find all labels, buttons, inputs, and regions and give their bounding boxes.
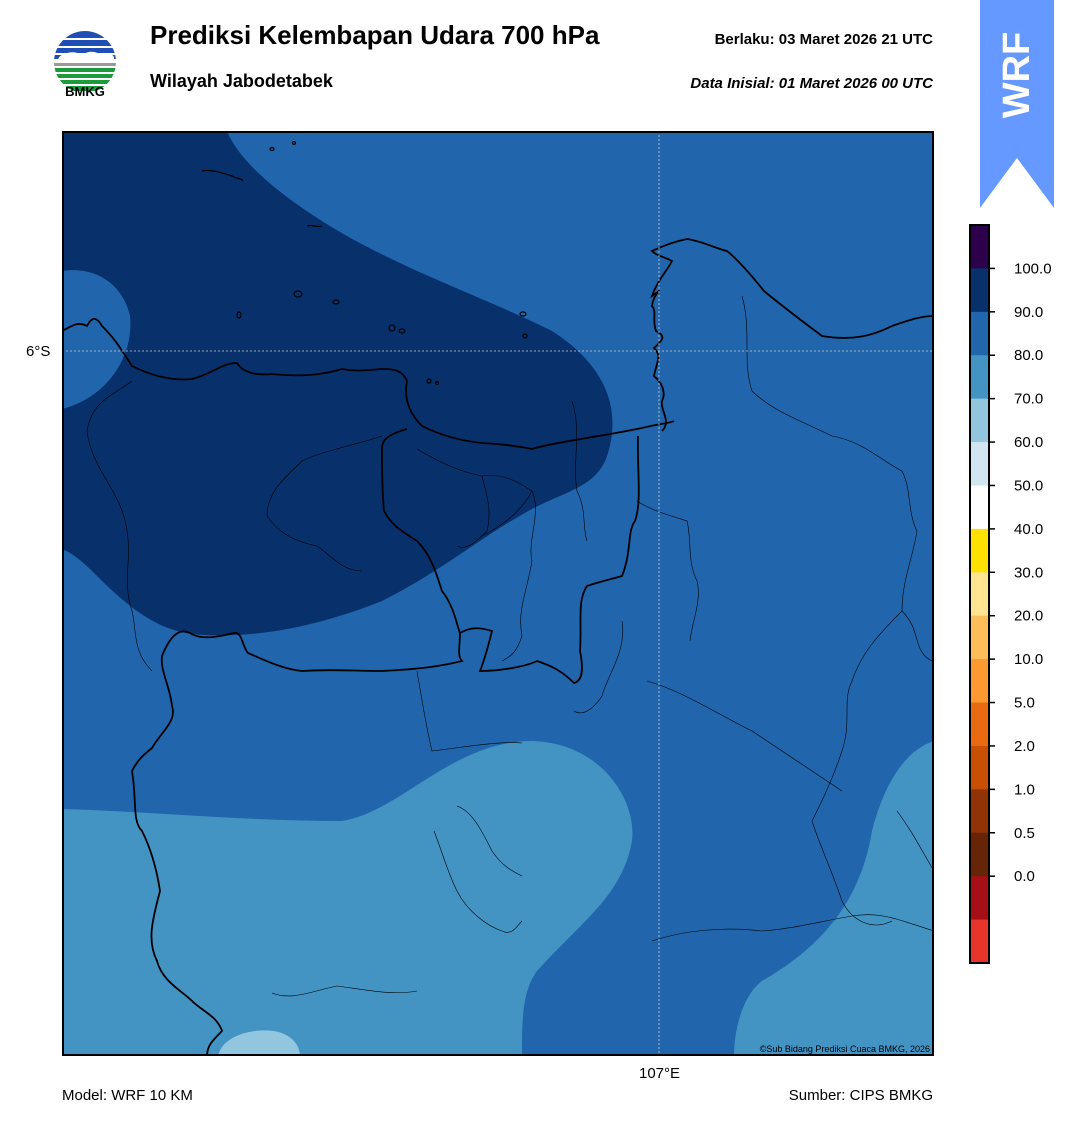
colorbar-tick-label: 70.0 <box>1014 391 1043 408</box>
colorbar-tick-label: 0.5 <box>1014 825 1035 842</box>
region-subtitle: Wilayah Jabodetabek <box>150 71 333 91</box>
colorbar-segment <box>970 355 989 400</box>
colorbar-tick-label: 5.0 <box>1014 695 1035 712</box>
colorbar-segment <box>970 268 989 313</box>
humidity-map: ©Sub Bidang Prediksi Cuaca BMKG, 2026 <box>62 131 934 1056</box>
bmkg-logo-icon <box>54 31 116 93</box>
humidity-zone-90-100 <box>62 131 613 636</box>
badge-shape <box>980 0 1054 208</box>
colorbar-segment <box>970 572 989 617</box>
valid-time: Berlaku: 03 Maret 2026 21 UTC <box>714 31 933 48</box>
colorbar-tick-label: 80.0 <box>1014 347 1043 364</box>
humidity-zone-70-80-right <box>734 741 934 1056</box>
colorbar-tick-label: 100.0 <box>1014 260 1052 277</box>
colorbar-tick-label: 40.0 <box>1014 521 1043 538</box>
colorbar-segment <box>970 876 989 921</box>
logo-text: BMKG <box>65 84 105 99</box>
latitude-label: 6°S <box>26 343 51 360</box>
colorbar-segment <box>970 702 989 747</box>
colorbar-tick-label: 0.0 <box>1014 868 1035 885</box>
colorbar-segment <box>970 442 989 486</box>
badge-text: WRF <box>996 32 1038 119</box>
longitude-label: 107°E <box>639 1065 681 1082</box>
copyright-text: ©Sub Bidang Prediksi Cuaca BMKG, 2026 <box>760 1044 930 1054</box>
source-label: Sumber: CIPS BMKG <box>788 1087 933 1104</box>
colorbar-segment <box>970 615 989 660</box>
colorbar-labels: 100.0 90.0 80.0 70.0 60.0 50.0 40.0 30.0 20.0 10.… <box>989 260 1052 885</box>
thousand-islands <box>201 140 528 386</box>
humidity-zone-70-80 <box>62 741 633 1056</box>
colorbar-segment <box>970 832 989 877</box>
district-boundaries <box>86 295 934 997</box>
colorbar-tick-label: 30.0 <box>1014 564 1043 581</box>
colorbar-tick-label: 60.0 <box>1014 434 1043 451</box>
colorbar: 100.0 90.0 80.0 70.0 60.0 50.0 40.0 30.0 20.0 10.… <box>969 224 1052 964</box>
colorbar-segment <box>970 659 989 704</box>
colorbar-segment <box>970 311 989 356</box>
colorbar-tick-label: 2.0 <box>1014 738 1035 755</box>
colorbar-tick-label: 50.0 <box>1014 477 1043 494</box>
model-label: Model: WRF 10 KM <box>62 1087 193 1104</box>
colorbar-tick-label: 1.0 <box>1014 781 1035 798</box>
colorbar-segment <box>970 789 989 834</box>
colorbar-tick-label: 10.0 <box>1014 651 1043 668</box>
page-title: Prediksi Kelembapan Udara 700 hPa <box>150 20 600 50</box>
wrf-badge: WRF <box>980 0 1054 208</box>
colorbar-tick-label: 20.0 <box>1014 608 1043 625</box>
gridlines <box>62 131 934 1056</box>
province-boundaries <box>62 238 934 1056</box>
colorbar-segment <box>970 398 989 443</box>
colorbar-segment <box>970 745 989 790</box>
colorbar-segment <box>970 225 989 269</box>
colorbar-tick-label: 90.0 <box>1014 304 1043 321</box>
colorbar-frame <box>969 224 990 964</box>
colorbar-segment <box>970 485 989 530</box>
colorbar-segments <box>970 225 989 964</box>
initial-time: Data Inisial: 01 Maret 2026 00 UTC <box>690 75 933 92</box>
humidity-zone-60-70 <box>218 1030 300 1056</box>
colorbar-segment <box>970 528 989 573</box>
humidity-zone-80-90-patch <box>62 270 131 409</box>
map-frame <box>62 131 934 1056</box>
colorbar-segment <box>970 919 989 964</box>
